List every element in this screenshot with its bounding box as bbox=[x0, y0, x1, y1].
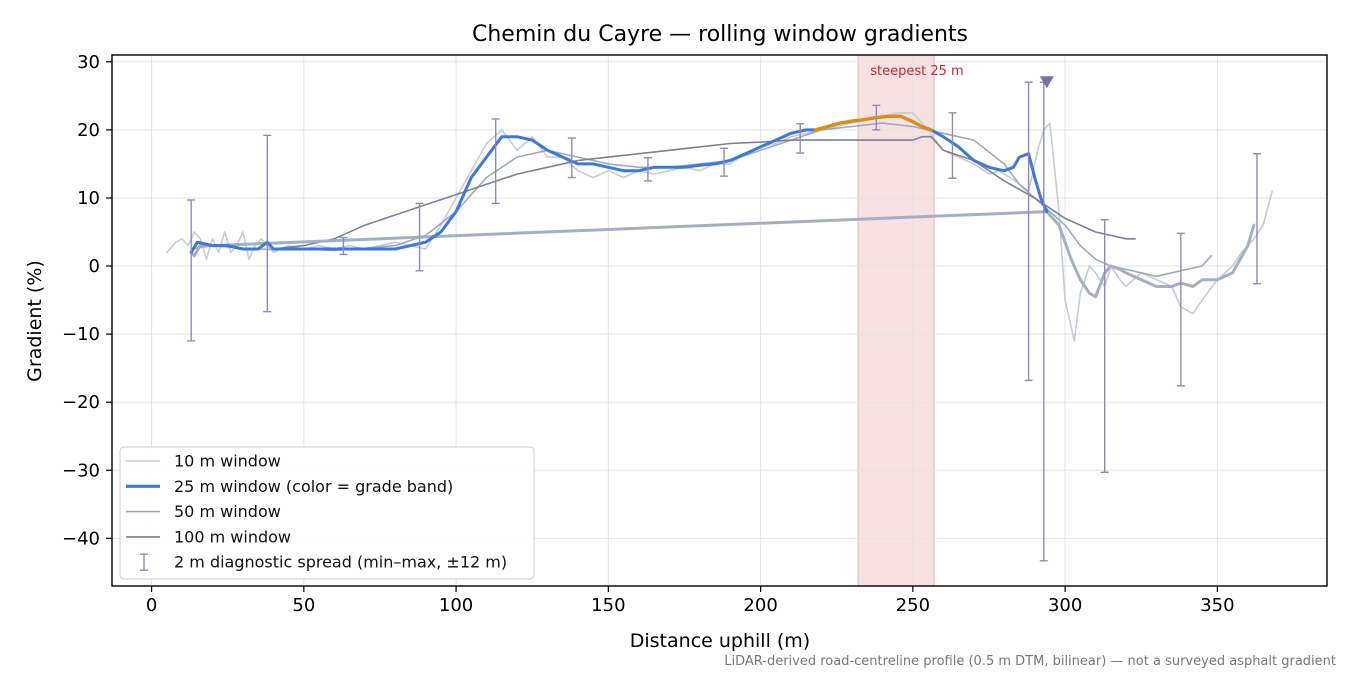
diagnostic-spread-bar bbox=[415, 202, 424, 272]
y-tick-label: 0 bbox=[89, 256, 100, 277]
x-tick-label: 300 bbox=[1048, 595, 1082, 616]
plot-frame bbox=[111, 54, 1328, 587]
legend-item: 25 m window (color = grade band) bbox=[126, 477, 453, 496]
legend-item: 10 m window bbox=[126, 452, 281, 471]
legend-label: 100 m window bbox=[174, 527, 291, 546]
steepest-point-marker bbox=[1039, 76, 1054, 89]
x-tick-label: 200 bbox=[743, 595, 777, 616]
y-tick-label: −40 bbox=[62, 528, 100, 549]
diagnostic-spread-bar bbox=[948, 112, 957, 179]
diagnostic-spread-bar bbox=[187, 199, 196, 342]
y-tick-label: 30 bbox=[77, 52, 100, 73]
series-25m-line bbox=[189, 114, 1049, 254]
series-100m-line bbox=[272, 135, 1136, 250]
diagnostic-spread-bar bbox=[567, 137, 576, 179]
diagnostic-spread-bar bbox=[720, 147, 729, 177]
y-tick-label: −30 bbox=[62, 460, 100, 481]
y-axis-label: Gradient (%) bbox=[24, 260, 46, 382]
steepest-window-label: steepest 25 m bbox=[870, 64, 963, 79]
y-tick-label: −20 bbox=[62, 392, 100, 413]
diagnostic-spread-bar bbox=[1039, 81, 1048, 562]
footnote: LiDAR-derived road-centreline profile (0… bbox=[724, 654, 1336, 669]
legend-label: 50 m window bbox=[174, 502, 281, 521]
x-axis-label: Distance uphill (m) bbox=[630, 630, 810, 652]
legend-item: 50 m window bbox=[126, 502, 281, 521]
diagnostic-spread-bar bbox=[1252, 153, 1261, 285]
x-tick-label: 100 bbox=[439, 595, 473, 616]
legend-label: 2 m diagnostic spread (min–max, ±12 m) bbox=[174, 553, 507, 572]
series-25m-grey-line bbox=[189, 210, 1256, 299]
diagnostic-spread-bar bbox=[1176, 232, 1185, 387]
diagnostic-spread-bar bbox=[339, 236, 348, 256]
x-tick-label: 0 bbox=[146, 595, 157, 616]
x-tick-label: 350 bbox=[1200, 595, 1234, 616]
legend-box bbox=[119, 446, 535, 580]
diagnostic-spread-bar bbox=[796, 123, 805, 154]
legend-label: 10 m window bbox=[174, 452, 281, 471]
diagnostic-spread-bar bbox=[643, 157, 652, 182]
steepest-window-band bbox=[857, 54, 935, 587]
legend-label: 25 m window (color = grade band) bbox=[174, 477, 453, 496]
x-tick-label: 50 bbox=[292, 595, 315, 616]
x-tick-label: 250 bbox=[896, 595, 930, 616]
y-tick-label: 10 bbox=[77, 188, 100, 209]
legend: 10 m window 25 m window (color = grade ba… bbox=[119, 446, 535, 580]
diagnostic-spread-bar bbox=[872, 104, 881, 131]
x-tick-label: 150 bbox=[591, 595, 625, 616]
diagnostic-spread-bar bbox=[491, 118, 500, 205]
series-10m-line bbox=[166, 112, 1273, 342]
y-tick-label: 20 bbox=[77, 120, 100, 141]
diagnostic-spread-bar bbox=[1100, 219, 1109, 474]
legend-item: 100 m window bbox=[126, 527, 291, 546]
chart-title: Chemin du Cayre — rolling window gradien… bbox=[472, 22, 968, 47]
legend-item: 2 m diagnostic spread (min–max, ±12 m) bbox=[140, 553, 507, 572]
diagnostic-spread-bar bbox=[263, 134, 272, 313]
y-tick-label: −10 bbox=[62, 324, 100, 345]
diagnostic-spread-bar bbox=[1024, 81, 1033, 382]
